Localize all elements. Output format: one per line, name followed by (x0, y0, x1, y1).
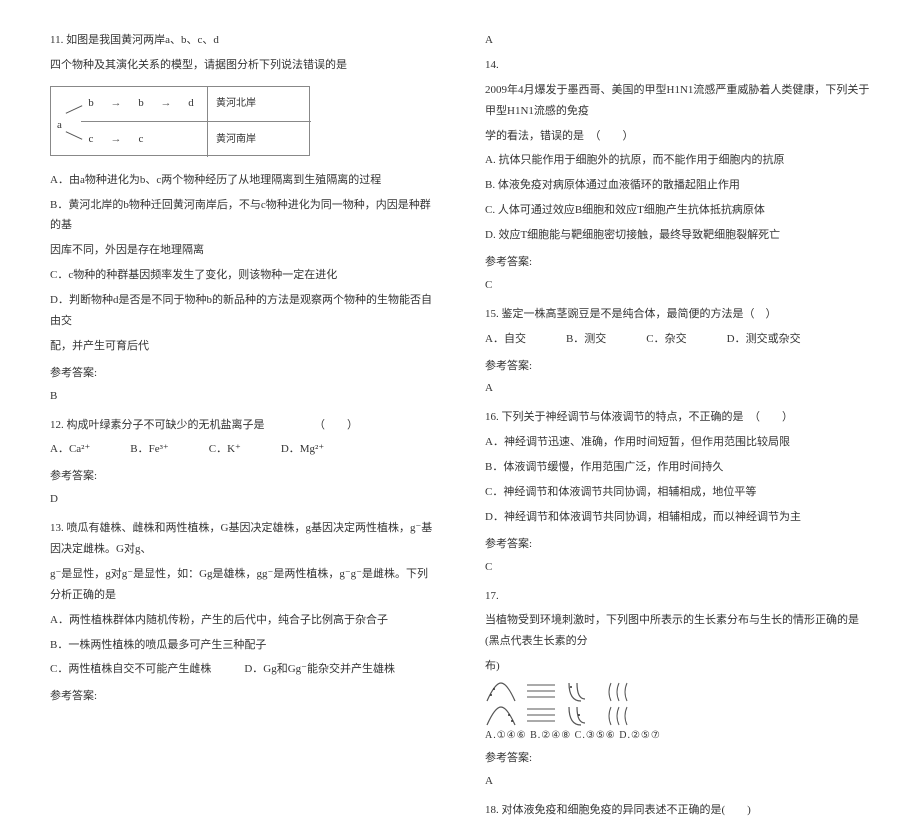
q12-optD: D．Mg²⁺ (281, 439, 324, 460)
q11-optC: C．c物种的种群基因频率发生了变化，则该物种一定在进化 (50, 265, 435, 286)
q14-ans-label: 参考答案: (485, 252, 870, 273)
q11-diagram: a b → b → d 黄河北岸 c → c 黄河南岸 (50, 86, 310, 156)
q17-num: 17. (485, 586, 870, 607)
q16-optB: B．体液调节缓慢，作用范围广泛，作用时间持久 (485, 457, 870, 478)
q16-optA: A．神经调节迅速、准确，作用时间短暂，但作用范围比较局限 (485, 432, 870, 453)
q12-optB: B．Fe³⁺ (130, 439, 168, 460)
q12-stem: 12. 构成叶绿素分子不可缺少的无机盐离子是 （ ） (50, 415, 435, 436)
q18-stem: 18. 对体液免疫和细胞免疫的异同表述不正确的是( ) (485, 800, 870, 821)
q15-ans-label: 参考答案: (485, 356, 870, 377)
q11-optB: B．黄河北岸的b物种迁回黄河南岸后，不与c物种进化为同一物种，内因是种群的基 (50, 195, 435, 237)
diagram-r1-c1: b (81, 93, 101, 114)
arrow-icon: → (101, 129, 131, 150)
q15-ans-val: A (485, 378, 870, 399)
q16-ans-label: 参考答案: (485, 534, 870, 555)
q14-num: 14. (485, 55, 870, 76)
q17-stem1: 当植物受到环境刺激时，下列图中所表示的生长素分布与生长的情形正确的是(黑点代表生… (485, 610, 870, 652)
diagram-r2-c2: c (131, 129, 151, 150)
q12-optC: C．K⁺ (209, 439, 241, 460)
diagram-row-bottom: c → c 黄河南岸 (81, 122, 311, 157)
q15-options: A．自交 B．测交 C．杂交 D．测交或杂交 (485, 329, 870, 350)
q15-optC: C．杂交 (646, 329, 686, 350)
q12-optA: A．Ca²⁺ (50, 439, 90, 460)
q14-optB: B. 体液免疫对病原体通过血液循环的散播起阻止作用 (485, 175, 870, 196)
q11-ans-label: 参考答案: (50, 363, 435, 384)
arrow-icon: → (151, 93, 181, 114)
q12-ans-val: D (50, 489, 435, 510)
q15-optD: D．测交或杂交 (727, 329, 801, 350)
q14-optA: A. 抗体只能作用于细胞外的抗原，而不能作用于细胞内的抗原 (485, 150, 870, 171)
q12-ans-label: 参考答案: (50, 466, 435, 487)
q17-stem2: 布) (485, 656, 870, 677)
q13-stem2: g⁻是显性，g对g⁻是显性，如：Gg是雄株，gg⁻是两性植株，g⁻g⁻是雌株。下… (50, 564, 435, 606)
q16-stem: 16. 下列关于神经调节与体液调节的特点，不正确的是 （ ） (485, 407, 870, 428)
diagram-region-north: 黄河北岸 (207, 87, 256, 121)
q11-optB2: 因库不同，外因是存在地理隔离 (50, 240, 435, 261)
diagram-region-south: 黄河南岸 (207, 122, 256, 157)
curve-group-3 (565, 681, 597, 727)
curve-group-2 (525, 681, 557, 727)
q15-stem: 15. 鉴定一株高茎豌豆是不是纯合体，最简便的方法是（ ） (485, 304, 870, 325)
q17-ans-val: A (485, 771, 870, 792)
q17-ans-label: 参考答案: (485, 748, 870, 769)
curve-group-4 (605, 681, 637, 727)
q14-ans-val: C (485, 275, 870, 296)
arrow-icon: → (101, 93, 131, 114)
q16-ans-val: C (485, 557, 870, 578)
q15-optB: B．测交 (566, 329, 606, 350)
q17-option-line: A.①④⑥ B.②④⑧ C.③⑤⑥ D.②⑤⑦ (485, 729, 870, 742)
q16-optC: C．神经调节和体液调节共同协调，相辅相成，地位平等 (485, 482, 870, 503)
diagram-r1-c2: b (131, 93, 151, 114)
q11-ans-val: B (50, 386, 435, 407)
q12-options: A．Ca²⁺ B．Fe³⁺ C．K⁺ D．Mg²⁺ (50, 439, 435, 460)
q17-figure: A.①④⑥ B.②④⑧ C.③⑤⑥ D.②⑤⑦ (485, 681, 870, 742)
q13-ans-val: A (485, 30, 870, 51)
q14-stem2: 学的看法，错误的是 （ ） (485, 126, 870, 147)
q13-optB: B．一株两性植株的喷瓜最多可产生三种配子 (50, 635, 435, 656)
q15-optA: A．自交 (485, 329, 526, 350)
diagram-row-top: b → b → d 黄河北岸 (81, 87, 311, 122)
q13-ans-label: 参考答案: (50, 686, 435, 707)
q13-optC: C．两性植株自交不可能产生雌株 D．Gg和Gg⁻能杂交并产生雄株 (50, 659, 435, 680)
q13-optA: A．两性植株群体内随机传粉，产生的后代中，纯合子比例高于杂合子 (50, 610, 435, 631)
curve-group-1 (485, 681, 517, 727)
q14-optD: D. 效应T细胞能与靶细胞密切接触，最终导致靶细胞裂解死亡 (485, 225, 870, 246)
q13-stem1: 13. 喷瓜有雄株、雌株和两性植株，G基因决定雄株，g基因决定两性植株，g⁻基因… (50, 518, 435, 560)
q16-optD: D．神经调节和体液调节共同协调，相辅相成，而以神经调节为主 (485, 507, 870, 528)
q11-intro2: 四个物种及其演化关系的模型，请据图分析下列说法错误的是 (50, 55, 435, 76)
q14-stem1: 2009年4月爆发于墨西哥、美国的甲型H1N1流感严重威胁着人类健康，下列关于甲… (485, 80, 870, 122)
q11-optD2: 配，并产生可育后代 (50, 336, 435, 357)
q11-optA: A．由a物种进化为b、c两个物种经历了从地理隔离到生殖隔离的过程 (50, 170, 435, 191)
diagram-a-label: a (57, 115, 62, 136)
diagram-r2-c1: c (81, 129, 101, 150)
q11-intro1: 11. 如图是我国黄河两岸a、b、c、d (50, 30, 435, 51)
q14-optC: C. 人体可通过效应B细胞和效应T细胞产生抗体抵抗病原体 (485, 200, 870, 221)
q11-optD: D．判断物种d是否是不同于物种b的新品种的方法是观察两个物种的生物能否自由交 (50, 290, 435, 332)
diagram-r1-c3: d (181, 93, 201, 114)
